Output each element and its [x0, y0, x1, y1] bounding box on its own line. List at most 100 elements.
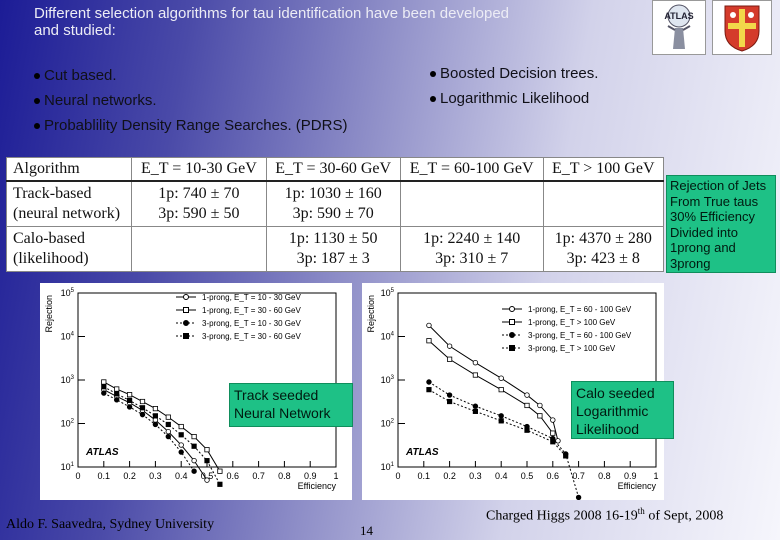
x-tick-label: 0.1	[418, 471, 431, 481]
x-tick-label: 0.4	[495, 471, 508, 481]
footer-conference: Charged Higgs 2008 16-19th of Sept, 2008	[486, 506, 724, 524]
legend-marker	[183, 307, 189, 313]
data-point	[472, 359, 479, 366]
data-point	[152, 417, 159, 423]
y-tick-label: 102	[381, 419, 395, 429]
x-tick-label: 0.5	[201, 471, 214, 481]
data-point	[426, 379, 432, 385]
data-point	[165, 414, 171, 420]
data-point	[178, 432, 184, 438]
data-point	[472, 372, 478, 378]
data-point	[524, 392, 530, 398]
data-point	[447, 398, 453, 405]
list-item: Neural networks.	[34, 88, 347, 113]
data-point	[447, 356, 453, 362]
atlas-brand: ATLAS	[405, 447, 439, 458]
data-point	[139, 405, 146, 411]
series-line	[428, 325, 559, 441]
data-point	[191, 433, 197, 440]
data-point	[178, 423, 184, 430]
x-axis-label: Efficiency	[618, 481, 657, 491]
x-tick-label: 1	[333, 471, 338, 481]
x-tick-label: 0.5	[521, 471, 534, 481]
series-line	[428, 381, 580, 498]
data-point	[139, 411, 146, 418]
list-item: Cut based.	[34, 63, 347, 88]
rejection-note: Rejection of Jets From True taus 30% Eff…	[666, 175, 776, 273]
x-axis-label: Efficiency	[298, 481, 337, 491]
table-header: E_T = 60-100 GeV	[399, 157, 544, 183]
data-point	[555, 438, 561, 444]
table-row: Calo-based (likelihood) 1p: 1130 ± 50 3p: …	[5, 226, 665, 272]
legend-marker	[509, 332, 515, 338]
data-point	[537, 413, 543, 419]
bullet-list-left: Cut based. Neural networks. Probablility…	[34, 63, 347, 138]
y-tick-label: 101	[61, 462, 75, 472]
data-point	[217, 481, 223, 487]
x-tick-label: 0.2	[443, 471, 456, 481]
legend-label: 3-prong, E_T = 10 - 30 GeV	[202, 319, 301, 328]
data-point	[152, 406, 158, 412]
legend-label: 1-prong, E_T > 100 GeV	[528, 318, 616, 327]
atlas-brand: ATLAS	[85, 447, 119, 458]
data-point	[472, 408, 478, 414]
rejection-table: Algorithm E_T = 10-30 GeV E_T = 30-60 Ge…	[5, 157, 665, 272]
y-tick-label: 105	[381, 288, 395, 298]
data-point	[446, 343, 453, 349]
y-axis-label: Rejection	[44, 295, 54, 333]
atlas-logo-text: ATLAS	[664, 11, 693, 21]
data-point	[165, 428, 171, 435]
series-line	[103, 381, 221, 472]
y-tick-label: 101	[381, 462, 395, 472]
legend-marker	[509, 306, 515, 312]
x-tick-label: 0.3	[469, 471, 482, 481]
x-tick-label: 0.6	[227, 471, 240, 481]
data-point	[126, 404, 133, 410]
y-tick-label: 102	[61, 419, 75, 429]
data-point	[426, 322, 432, 329]
data-point	[498, 387, 504, 393]
data-point	[537, 402, 543, 409]
data-point	[472, 403, 479, 409]
data-point	[524, 427, 530, 433]
intro-text: Different selection algorithms for tau i…	[34, 5, 510, 39]
legend-marker	[183, 320, 189, 326]
legend-label: 3-prong, E_T = 30 - 60 GeV	[202, 332, 301, 341]
data-point	[498, 418, 504, 424]
data-point	[127, 397, 133, 403]
data-point	[152, 421, 159, 428]
data-point	[101, 390, 107, 396]
bullet-list-right: Boosted Decision trees. Logarithmic Like…	[430, 61, 598, 111]
data-point	[191, 457, 197, 464]
y-tick-label: 103	[61, 375, 75, 385]
x-tick-label: 0.3	[149, 471, 162, 481]
legend-label: 1-prong, E_T = 30 - 60 GeV	[202, 306, 301, 315]
x-tick-label: 0.2	[123, 471, 136, 481]
plot-frame	[397, 292, 657, 468]
legend-marker	[183, 333, 189, 339]
data-point	[139, 398, 146, 405]
table-header: E_T = 30-60 GeV	[265, 157, 401, 183]
data-point	[113, 397, 120, 403]
data-point	[426, 338, 432, 344]
data-point	[152, 413, 158, 419]
data-point	[563, 453, 569, 459]
x-tick-label: 0.6	[547, 471, 560, 481]
data-point	[204, 447, 210, 453]
x-tick-label: 1	[653, 471, 658, 481]
legend-marker	[509, 345, 515, 351]
x-tick-label: 0.4	[175, 471, 188, 481]
data-point	[426, 387, 432, 393]
data-point	[204, 458, 210, 464]
data-point	[101, 384, 107, 390]
y-tick-label: 105	[61, 288, 75, 298]
page-number: 14	[360, 523, 373, 538]
series-line	[103, 386, 221, 485]
data-point	[191, 443, 197, 449]
data-point	[446, 392, 453, 398]
data-point	[165, 433, 171, 440]
legend-marker	[509, 319, 515, 325]
data-point	[165, 421, 171, 428]
track-seeded-label: Track seeded Neural Network	[229, 383, 353, 427]
legend-label: 3-prong, E_T > 100 GeV	[528, 344, 616, 353]
